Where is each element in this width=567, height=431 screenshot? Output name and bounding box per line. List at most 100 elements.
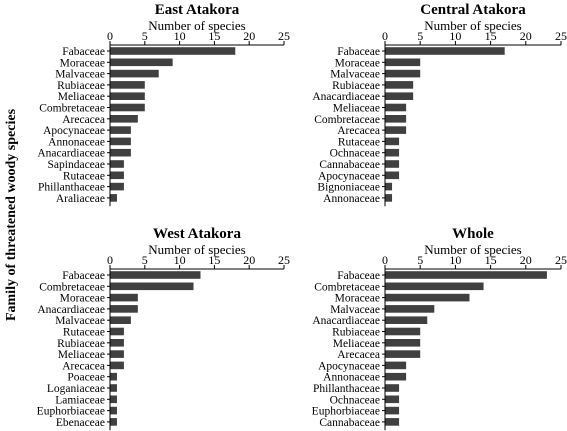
category-label: Annonaceae [323,372,380,384]
category-label: Arecacea [337,125,380,137]
bar [110,293,138,302]
category-label: Cannabaceae [319,159,380,171]
category-label: Meliaceae [58,91,105,103]
bar [110,115,138,123]
bar [110,339,124,347]
bar [385,58,421,67]
x-tick-label: 5 [142,253,148,267]
category-label: Apocynaceae [318,360,380,372]
x-tick-label: 5 [417,253,423,267]
x-tick-label: 25 [278,29,290,43]
category-label: Fabaceae [337,46,380,58]
chart-title: Whole [452,226,494,242]
category-label: Malvaceae [55,315,105,327]
x-tick-label: 0 [107,29,113,43]
category-label: Poaceae [67,372,105,384]
bar [385,182,393,191]
category-label: Moraceae [335,57,380,69]
x-tick-label: 15 [208,253,220,267]
category-label: Ochnaceae [330,394,380,406]
category-label: Combretaceae [314,114,380,126]
x-tick-label: 5 [417,29,423,43]
category-label: Arecacea [337,349,380,361]
bar [110,182,124,191]
category-label: Anacardiaceae [37,148,105,160]
category-label: Annonaceae [323,193,380,205]
bar [385,395,400,404]
bar [110,271,201,279]
category-label: Rubiaceae [332,80,380,92]
category-label: Loganiaceae [47,383,105,395]
bar [110,384,117,392]
category-label: Malvaceae [330,69,380,81]
bar [385,126,407,134]
x-tick-label: 15 [208,29,220,43]
category-label: Fabaceae [62,46,105,58]
x-tick-label: 20 [243,29,255,43]
bar [385,384,400,392]
x-tick-label: 20 [243,253,255,267]
bar [385,137,400,146]
bar [110,137,131,146]
bar [385,316,428,324]
x-tick-label: 15 [485,29,497,43]
x-axis-label: Number of species [148,18,245,33]
category-label: Anacardiaceae [312,91,380,103]
category-label: Anacardiaceae [312,315,380,327]
category-label: Malvaceae [330,304,380,316]
category-label: Apocynaceae [43,125,105,137]
category-label: Rubiaceae [57,338,105,350]
x-tick-label: 0 [382,29,388,43]
category-label: Araliaceae [56,193,105,205]
bar [385,406,400,415]
category-label: Rutaceae [63,327,105,339]
category-label: Rubiaceae [57,80,105,92]
bar [385,282,484,291]
x-tick-label: 10 [449,29,461,43]
category-label: Rubiaceae [332,327,380,339]
bar [110,81,145,89]
bar [385,148,400,157]
bar [385,418,400,426]
x-axis-label: Number of species [148,242,245,257]
category-label: Euphorbiaceae [37,406,105,418]
bar [385,81,414,89]
category-label: Meliaceae [333,103,380,115]
category-label: Meliaceae [333,338,380,350]
chart-title: East Atakora [155,2,240,18]
bar [110,361,124,370]
bar [110,69,159,78]
bar [110,327,124,336]
category-label: Annonaceae [48,136,105,148]
chart-title: Central Atakora [420,2,526,18]
bar [110,103,145,112]
bar [110,160,124,168]
bar [110,58,173,67]
x-tick-label: 10 [174,29,186,43]
bar [385,372,407,381]
x-axis-label: Number of species [424,18,521,33]
bar [385,160,400,168]
bar [110,194,117,202]
bar [385,293,470,302]
bar [385,171,400,180]
bar [110,350,124,358]
category-label: Fabaceae [337,270,380,282]
x-tick-label: 10 [449,253,461,267]
bar [385,115,407,123]
bar [385,103,407,112]
bar [110,372,117,381]
bar [110,395,117,404]
bar [110,282,194,291]
bar [110,406,117,415]
category-label: Euphorbiaceae [312,406,380,418]
category-label: Anacardiaceae [37,304,105,316]
x-tick-label: 20 [520,29,532,43]
bar [385,69,421,78]
category-label: Moraceae [60,293,105,305]
